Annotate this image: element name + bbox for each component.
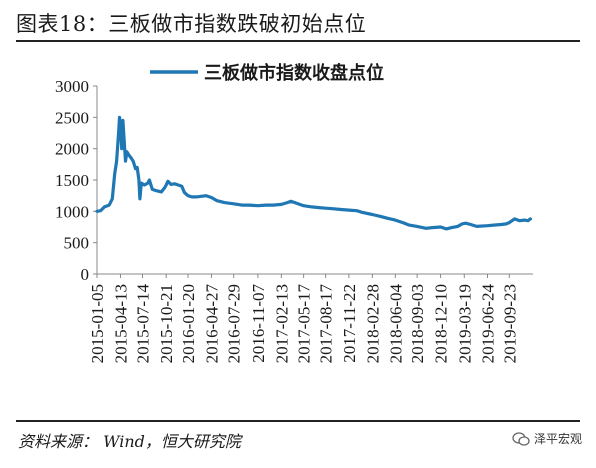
y-tick-label: 2000 <box>55 140 89 159</box>
y-tick-label: 1000 <box>55 202 89 221</box>
x-tick-label: 2017-05-17 <box>295 284 314 364</box>
x-tick-label: 2015-10-21 <box>157 284 176 363</box>
title-rule <box>16 40 580 42</box>
x-tick-label: 2016-07-29 <box>225 284 244 363</box>
watermark: 泽平宏观 <box>512 430 582 447</box>
y-tick-label: 2500 <box>55 108 89 127</box>
y-tick-label: 3000 <box>55 77 89 96</box>
wechat-icon <box>512 431 530 446</box>
y-tick-label: 1500 <box>55 171 89 190</box>
x-tick-label: 2018-06-04 <box>386 284 405 364</box>
x-tick-label: 2016-04-27 <box>202 284 221 364</box>
x-tick-label: 2015-01-05 <box>88 284 107 363</box>
x-tick-label: 2019-09-23 <box>500 284 519 363</box>
y-tick-label: 500 <box>64 234 90 253</box>
x-tick-label: 2015-04-13 <box>111 284 130 363</box>
y-tick-label: 0 <box>81 265 90 284</box>
legend: 三板做市指数收盘点位 <box>150 62 384 84</box>
x-tick-label: 2019-03-19 <box>455 284 474 363</box>
x-tick-label: 2017-08-17 <box>317 284 336 364</box>
legend-label: 三板做市指数收盘点位 <box>204 62 384 84</box>
x-tick-label: 2016-11-07 <box>249 284 268 363</box>
x-tick-label: 2017-02-13 <box>272 284 291 363</box>
chart-axes <box>96 86 533 275</box>
x-tick-label: 2018-02-28 <box>363 284 382 363</box>
x-tick-label: 2015-07-14 <box>133 284 152 364</box>
x-tick-label: 2017-11-22 <box>340 284 359 363</box>
source-rule <box>16 420 580 422</box>
x-tick-label: 2018-12-10 <box>432 284 451 363</box>
figure-title: 图表18：三板做市指数跌破初始点位 <box>16 12 367 36</box>
source-note: 资料来源： Wind，恒大研究院 <box>18 432 241 451</box>
series-line <box>95 115 532 231</box>
x-tick-label: 2016-01-20 <box>179 284 198 363</box>
x-tick-label: 2019-06-24 <box>479 284 498 364</box>
x-tick-label: 2018-09-03 <box>408 284 427 363</box>
watermark-text: 泽平宏观 <box>533 432 582 446</box>
